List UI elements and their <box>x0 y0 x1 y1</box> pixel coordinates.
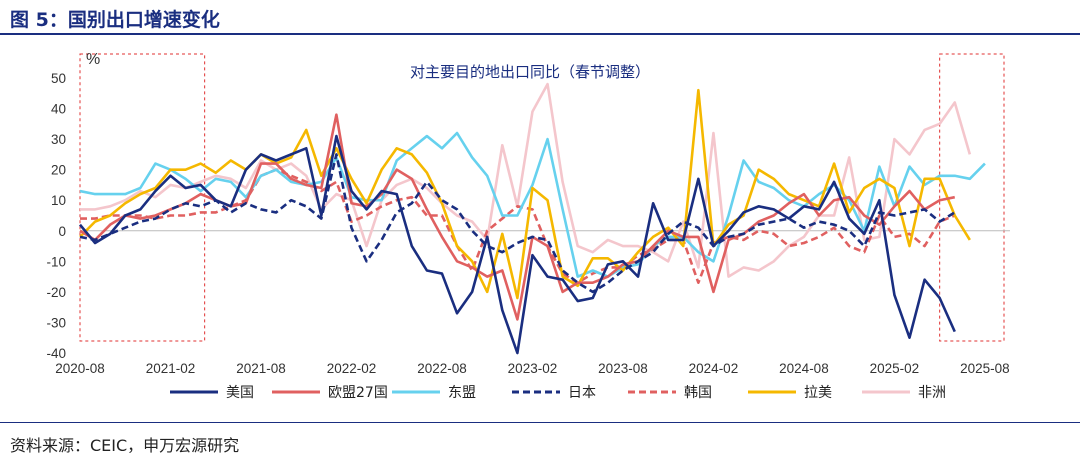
y-tick-label: 20 <box>51 163 66 178</box>
legend-label: 欧盟27国 <box>328 385 388 401</box>
y-tick-label: -30 <box>46 315 66 330</box>
series-line-5 <box>80 168 956 285</box>
x-tick-label: 2024-02 <box>689 361 739 376</box>
legend-label: 韩国 <box>684 385 712 401</box>
y-unit-label: % <box>86 51 100 68</box>
x-tick-label: 2023-08 <box>598 361 648 376</box>
x-tick-label: 2025-02 <box>870 361 920 376</box>
series-line-6 <box>79 88 971 300</box>
y-tick-label: -40 <box>46 346 66 361</box>
x-tick-label: 2022-02 <box>327 361 377 376</box>
line-chart: -40 -30 -20 -10 0 10 20 30 40 50 2020-08 2021-02 202… <box>46 51 1010 401</box>
highlight-boxes <box>79 53 1005 342</box>
x-tick-label: 2025-08 <box>960 361 1010 376</box>
highlight-box-1 <box>79 53 206 342</box>
y-tick-label: -20 <box>46 285 66 300</box>
y-tick-label: 10 <box>51 193 66 208</box>
x-tick-label: 2024-08 <box>779 361 829 376</box>
series-line-7 <box>80 82 972 278</box>
highlight-box-2 <box>939 53 1005 342</box>
legend-label: 拉美 <box>804 385 832 401</box>
x-tick-label: 2022-08 <box>417 361 467 376</box>
top-rule <box>0 33 1080 35</box>
x-tick-label: 2020-08 <box>55 361 105 376</box>
x-tick-label: 2021-02 <box>146 361 196 376</box>
y-tick-label: 0 <box>58 224 66 239</box>
source-note: 资料来源：CEIC，申万宏源研究 <box>10 436 240 455</box>
series-line-4 <box>79 153 956 294</box>
legend-label: 美国 <box>226 385 254 401</box>
legend-label: 非洲 <box>918 385 946 401</box>
series-line-1 <box>78 134 956 355</box>
bottom-rule <box>0 422 1080 423</box>
y-tick-label: 30 <box>51 132 66 147</box>
x-tick-label: 2023-02 <box>508 361 558 376</box>
y-tick-label: 50 <box>51 71 66 86</box>
legend-label: 东盟 <box>448 385 476 401</box>
y-tick-label: 40 <box>51 102 66 117</box>
x-tick-label: 2021-08 <box>236 361 286 376</box>
figure-title: 图 5：国别出口增速变化 <box>10 9 220 31</box>
legend: 美国 欧盟27国 东盟 日本 韩国 拉美 非洲 <box>170 385 946 401</box>
chart-title: 对主要目的地出口同比（春节调整） <box>410 63 650 81</box>
axes: -40 -30 -20 -10 0 10 20 30 40 50 2020-08 2021-02 202… <box>46 71 1010 376</box>
series-lines <box>78 82 986 355</box>
y-tick-label: -10 <box>46 254 66 269</box>
legend-label: 日本 <box>568 385 596 401</box>
